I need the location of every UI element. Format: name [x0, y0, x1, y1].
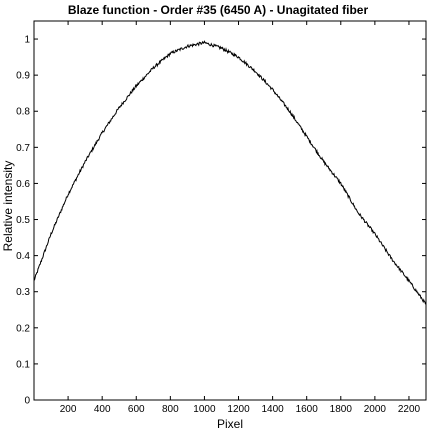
- x-tick-label: 2200: [398, 404, 421, 415]
- y-tick-label: 0.1: [16, 359, 30, 370]
- x-tick-label: 2000: [364, 404, 387, 415]
- x-tick-label: 400: [94, 404, 111, 415]
- plot-area: [33, 40, 427, 305]
- series-line: [33, 40, 427, 305]
- y-tick-label: 0.3: [16, 287, 30, 298]
- x-tick-label: 1200: [227, 404, 250, 415]
- axes: [33, 20, 427, 401]
- chart-title: Blaze function - Order #35 (6450 A) - Un…: [68, 3, 369, 17]
- y-tick-label: 0.7: [16, 143, 30, 154]
- x-tick-label: 600: [128, 404, 145, 415]
- x-axis-label: Pixel: [217, 417, 243, 431]
- y-tick-label: 0.6: [16, 179, 30, 190]
- plot-frame: [33, 20, 427, 401]
- x-tick-label: 800: [162, 404, 179, 415]
- x-tick-label: 200: [60, 404, 77, 415]
- x-tick-label: 1600: [296, 404, 319, 415]
- x-tick-label: 1000: [193, 404, 216, 415]
- y-tick-label: 0.4: [16, 251, 30, 262]
- y-tick-label: 0: [24, 396, 30, 407]
- y-tick-label: 0.8: [16, 107, 30, 118]
- y-tick-label: 0.5: [16, 215, 30, 226]
- y-tick-label: 0.2: [16, 323, 30, 334]
- y-tick-label: 0.9: [16, 71, 30, 82]
- ticks: 200 400 600 800 1000 1200 1400 1600 1800 2000 2200…: [16, 21, 426, 415]
- x-tick-label: 1800: [330, 404, 353, 415]
- y-axis-label: Relative intensity: [1, 161, 15, 252]
- x-tick-label: 1400: [261, 404, 284, 415]
- y-tick-label: 1: [24, 35, 30, 46]
